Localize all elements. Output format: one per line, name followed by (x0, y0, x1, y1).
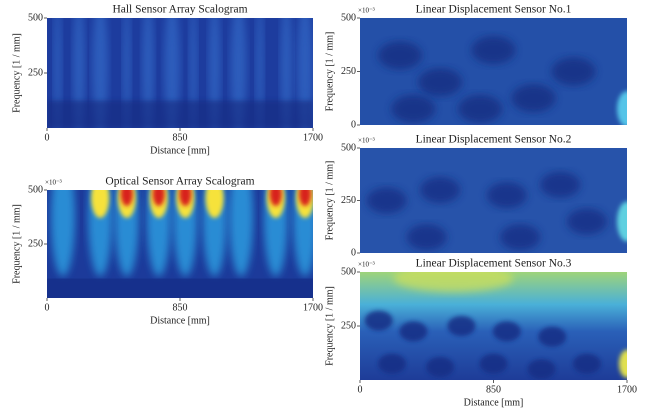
scalogram (360, 18, 627, 125)
y-tick-label: 0 (351, 247, 356, 258)
y-axis-label: Frequency [1 / mm] (324, 161, 335, 241)
x-tick-label: 0 (45, 302, 50, 313)
x-axis-label: Distance [mm] (464, 397, 524, 408)
y-tick-label: 250 (341, 66, 356, 77)
x-axis-label: Distance [mm] (150, 315, 210, 326)
y-tick-label: 250 (28, 238, 43, 249)
x-tick-label: 0 (358, 384, 363, 395)
x-tick-label: 1700 (617, 384, 637, 395)
x-tick-label: 850 (486, 384, 501, 395)
x-tick-label: 850 (173, 132, 188, 143)
y-tick-label: 500 (28, 12, 43, 23)
y-tick-label: 0 (351, 119, 356, 130)
scalogram (47, 18, 313, 128)
x-tick-label: 1700 (303, 302, 323, 313)
y-tick-label: 250 (28, 67, 43, 78)
y-tick-label: 500 (341, 142, 356, 153)
y-tick-label: 250 (341, 195, 356, 206)
chart-title: Optical Sensor Array Scalogram (105, 176, 254, 188)
chart-title: Linear Displacement Sensor No.3 (416, 258, 572, 270)
x-tick-label: 0 (45, 132, 50, 143)
y-tick-label: 250 (341, 320, 356, 331)
scalogram (360, 272, 627, 380)
y-multiplier: ×10⁻³ (45, 179, 62, 187)
scalogram (47, 190, 313, 298)
x-tick-label: 850 (173, 302, 188, 313)
y-multiplier: ×10⁻³ (358, 137, 375, 145)
y-tick-label: 500 (341, 12, 356, 23)
chart-title: Linear Displacement Sensor No.2 (416, 134, 572, 146)
y-multiplier: ×10⁻³ (358, 7, 375, 15)
y-tick-label: 500 (28, 184, 43, 195)
scalogram (360, 148, 627, 253)
y-axis-label: Frequency [1 / mm] (324, 32, 335, 112)
y-tick-label: 500 (341, 266, 356, 277)
x-axis-label: Distance [mm] (150, 145, 210, 156)
chart-title: Hall Sensor Array Scalogram (112, 4, 247, 16)
y-axis-label: Frequency [1 / mm] (324, 286, 335, 366)
y-multiplier: ×10⁻³ (358, 261, 375, 269)
y-axis-label: Frequency [1 / mm] (11, 33, 22, 113)
chart-title: Linear Displacement Sensor No.1 (416, 4, 572, 16)
y-axis-label: Frequency [1 / mm] (11, 204, 22, 284)
x-tick-label: 1700 (303, 132, 323, 143)
